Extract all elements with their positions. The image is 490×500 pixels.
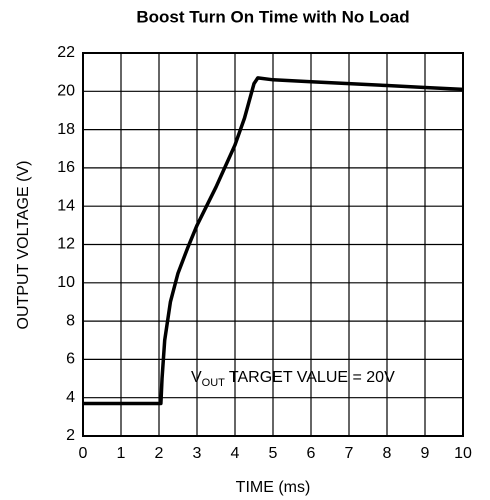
x-tick-label: 2 <box>155 445 164 462</box>
y-tick-label: 4 <box>66 389 75 406</box>
y-axis-label: OUTPUT VOLTAGE (V) <box>15 161 32 330</box>
x-tick-label: 8 <box>383 445 392 462</box>
x-tick-label: 9 <box>421 445 430 462</box>
x-tick-label: 3 <box>193 445 202 462</box>
y-tick-label: 12 <box>57 236 75 253</box>
y-tick-label: 22 <box>57 44 75 61</box>
x-tick-label: 10 <box>454 445 472 462</box>
annotation-sub: OUT <box>202 377 226 389</box>
x-tick-label: 0 <box>79 445 88 462</box>
x-tick-label: 7 <box>345 445 354 462</box>
x-axis-label: TIME (ms) <box>236 479 311 496</box>
y-tick-label: 8 <box>66 312 75 329</box>
y-tick-label: 6 <box>66 351 75 368</box>
annotation-rest: TARGET VALUE = 20V <box>229 369 395 386</box>
y-tick-label: 2 <box>66 427 75 444</box>
chart-title: Boost Turn On Time with No Load <box>136 7 409 26</box>
x-tick-label: 1 <box>117 445 126 462</box>
y-tick-label: 16 <box>57 159 75 176</box>
y-tick-label: 20 <box>57 83 75 100</box>
data-line <box>83 76 464 406</box>
x-tick-label: 6 <box>307 445 316 462</box>
x-tick-label: 5 <box>269 445 278 462</box>
y-tick-label: 10 <box>57 274 75 291</box>
x-tick-label: 4 <box>231 445 240 462</box>
y-tick-label: 18 <box>57 121 75 138</box>
y-tick-label: 14 <box>57 197 75 214</box>
annotation: VOUT TARGET VALUE = 20V <box>191 369 395 389</box>
